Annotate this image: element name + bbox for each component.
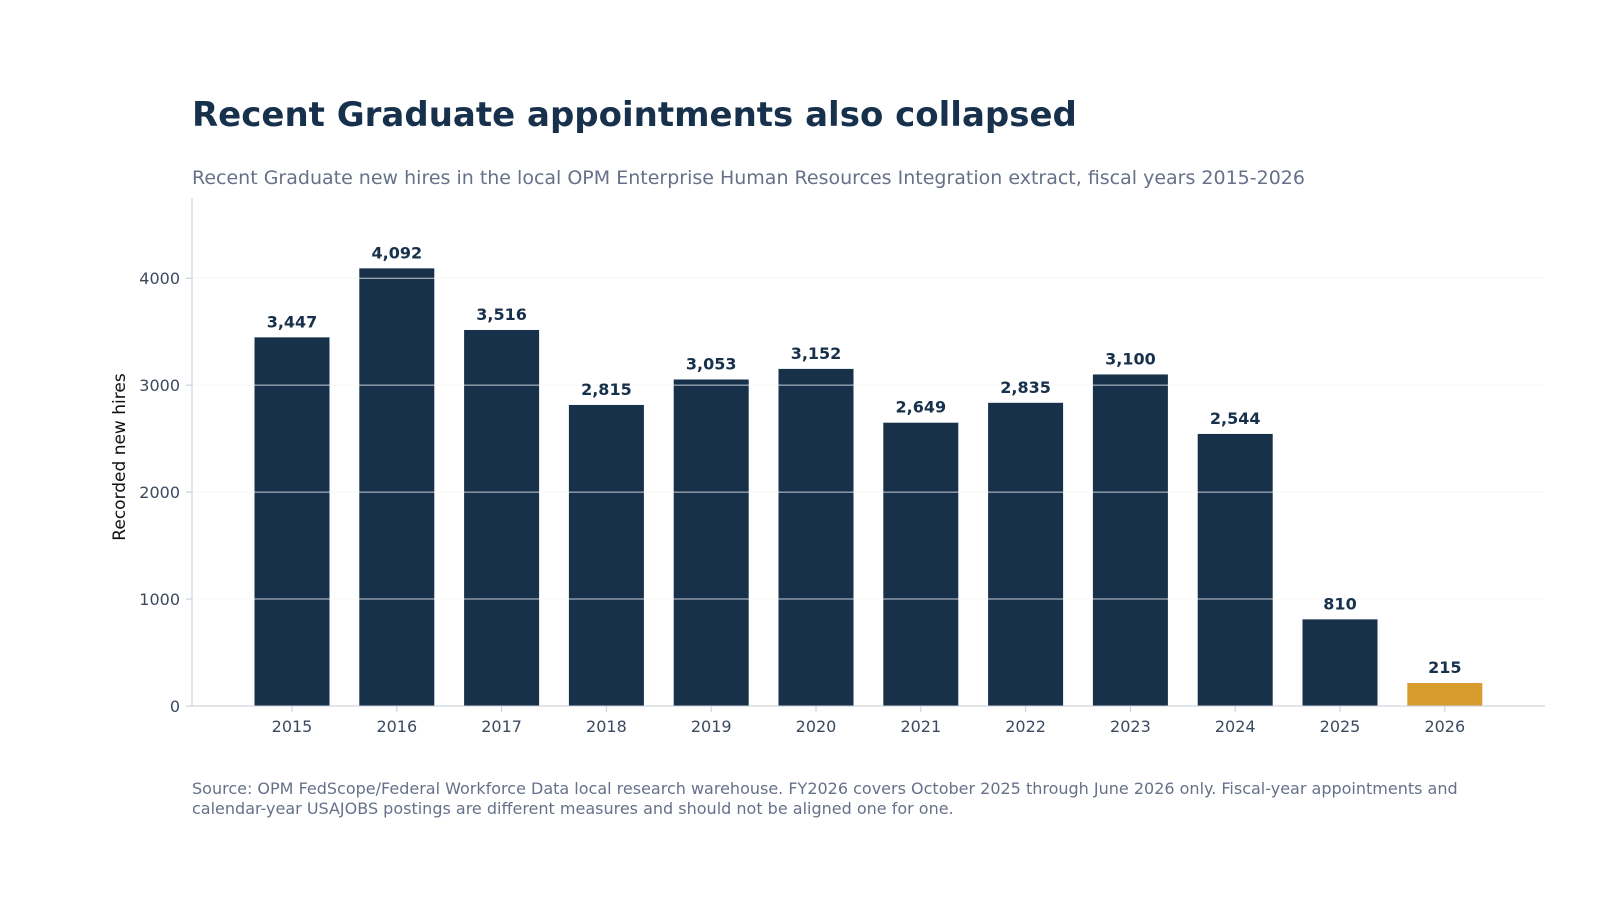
grid-overlay bbox=[192, 277, 1545, 600]
y-tick-label-3000: 3000 bbox=[139, 376, 180, 395]
bar-2024 bbox=[1197, 433, 1273, 706]
bars bbox=[254, 268, 1483, 706]
x-tick-label-2026: 2026 bbox=[1424, 717, 1465, 736]
chart-subtitle: Recent Graduate new hires in the local O… bbox=[192, 167, 1305, 189]
y-tick-label-1000: 1000 bbox=[139, 590, 180, 609]
data-label-2019: 3,053 bbox=[686, 354, 737, 373]
data-label-2017: 3,516 bbox=[476, 305, 527, 324]
data-label-2022: 2,835 bbox=[1000, 378, 1051, 397]
chart-title: Recent Graduate appointments also collap… bbox=[192, 95, 1077, 135]
data-label-2024: 2,544 bbox=[1210, 409, 1261, 428]
bar-2021 bbox=[883, 422, 959, 706]
bar-2016 bbox=[359, 268, 435, 706]
bar-2015 bbox=[254, 337, 330, 706]
axes bbox=[186, 198, 1545, 712]
bar-2019 bbox=[673, 379, 749, 706]
data-label-2018: 2,815 bbox=[581, 380, 632, 399]
x-tick-label-2017: 2017 bbox=[481, 717, 522, 736]
chart-source-note: Source: OPM FedScope/Federal Workforce D… bbox=[192, 779, 1458, 818]
y-tick-label-0: 0 bbox=[170, 697, 180, 716]
data-label-2023: 3,100 bbox=[1105, 349, 1156, 368]
data-label-2016: 4,092 bbox=[371, 243, 422, 262]
x-tick-label-2021: 2021 bbox=[900, 717, 941, 736]
bar-2025 bbox=[1302, 619, 1378, 706]
data-label-2020: 3,152 bbox=[791, 344, 842, 363]
x-tick-label-2019: 2019 bbox=[691, 717, 732, 736]
data-label-2025: 810 bbox=[1323, 594, 1356, 613]
x-tick-label-2015: 2015 bbox=[272, 717, 313, 736]
bar-2020 bbox=[778, 368, 854, 706]
bar-2023 bbox=[1092, 374, 1168, 706]
x-tick-label-2025: 2025 bbox=[1320, 717, 1361, 736]
y-tick-label-2000: 2000 bbox=[139, 483, 180, 502]
labels: 3,447 2015 4,092 2016 3,516 2017 2,815 2018 3,05… bbox=[110, 243, 1465, 736]
x-tick-label-2024: 2024 bbox=[1215, 717, 1256, 736]
x-tick-label-2023: 2023 bbox=[1110, 717, 1151, 736]
data-label-2015: 3,447 bbox=[267, 312, 318, 331]
x-tick-label-2016: 2016 bbox=[376, 717, 417, 736]
y-axis-title: Recorded new hires bbox=[110, 373, 130, 541]
x-tick-label-2018: 2018 bbox=[586, 717, 627, 736]
x-tick-label-2022: 2022 bbox=[1005, 717, 1046, 736]
y-tick-label-4000: 4000 bbox=[139, 269, 180, 288]
bar-2017 bbox=[464, 329, 540, 706]
x-tick-label-2020: 2020 bbox=[796, 717, 837, 736]
bar-2026 bbox=[1407, 683, 1483, 706]
bar-2018 bbox=[568, 404, 644, 706]
bar-2022 bbox=[988, 402, 1064, 706]
data-label-2026: 215 bbox=[1428, 658, 1461, 677]
data-label-2021: 2,649 bbox=[895, 398, 946, 417]
